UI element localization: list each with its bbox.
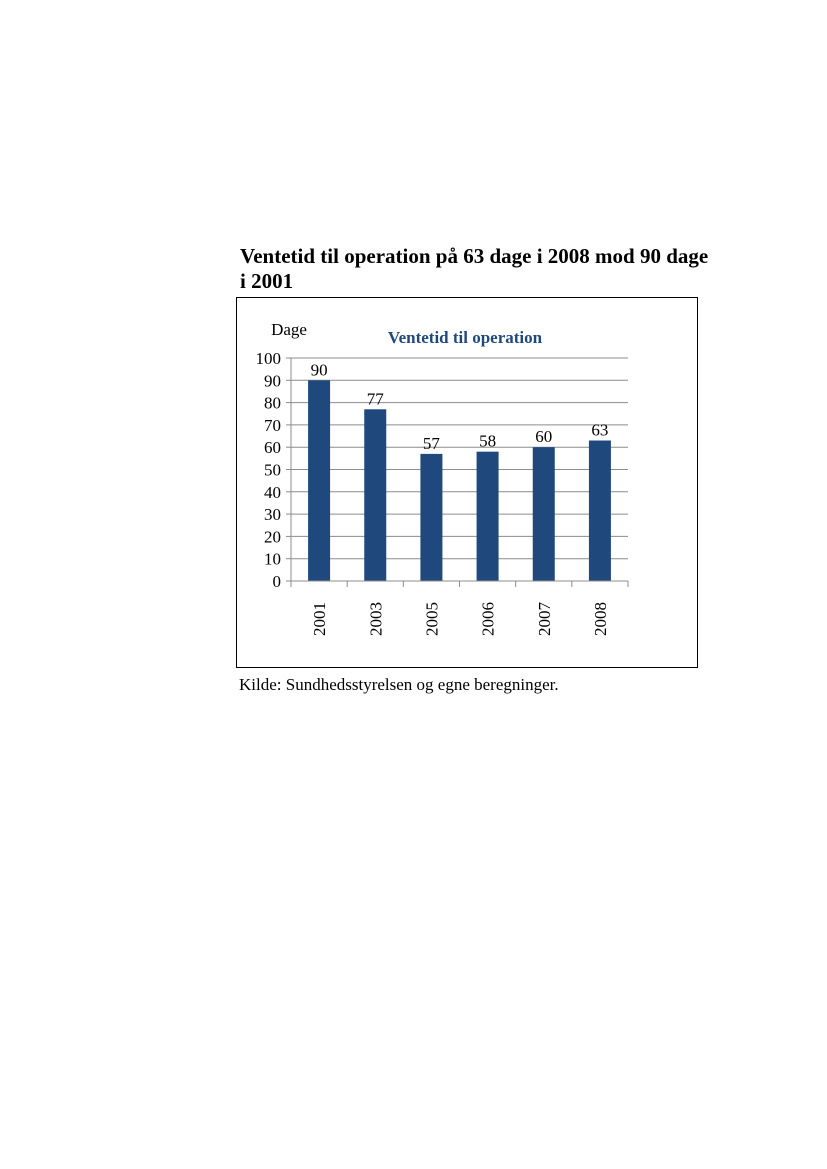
- data-labels: 90 77 57 58 60 63: [311, 360, 609, 453]
- x-tick-label: 2001: [310, 602, 329, 636]
- chart-title: Ventetid til operation: [388, 328, 543, 347]
- source-note: Kilde: Sundhedsstyrelsen og egne beregni…: [239, 675, 559, 694]
- bars: [308, 380, 611, 581]
- bar-2008: [588, 440, 611, 581]
- bar-2007: [532, 447, 555, 581]
- x-axis-ticks: 2001 2003 2005 2006 2007 2008: [290, 581, 629, 637]
- bar-2001: [308, 380, 331, 581]
- y-tick-label: 90: [264, 371, 281, 390]
- y-axis-label: Dage: [271, 320, 307, 339]
- page-heading: Ventetid til operation på 63 dage i 2008…: [240, 244, 709, 293]
- y-tick-label: 80: [264, 394, 281, 413]
- x-tick-label: 2006: [479, 602, 498, 636]
- y-tick-label: 10: [264, 550, 281, 569]
- data-label: 77: [367, 389, 385, 408]
- chart-frame: Ventetid til operation Dage 0 10 20 30 40 50 6…: [236, 297, 698, 668]
- gridlines: [286, 357, 628, 582]
- data-label: 63: [591, 421, 608, 440]
- x-tick-label: 2007: [535, 602, 554, 637]
- bar-2003: [364, 409, 387, 581]
- bar-2005: [420, 453, 443, 581]
- x-tick-label: 2005: [422, 602, 441, 636]
- y-tick-label: 30: [264, 505, 281, 524]
- y-axis-ticks: 0 10 20 30 40 50 60 70 80 90 100: [256, 349, 282, 591]
- data-label: 60: [535, 427, 552, 446]
- y-tick-label: 70: [264, 416, 281, 435]
- y-tick-label: 20: [264, 527, 281, 546]
- data-label: 57: [423, 434, 441, 453]
- y-tick-label: 0: [273, 572, 282, 591]
- y-tick-label: 50: [264, 461, 281, 480]
- y-tick-label: 100: [256, 349, 282, 368]
- x-tick-label: 2003: [366, 602, 385, 636]
- data-label: 90: [311, 360, 328, 379]
- x-tick-label: 2008: [591, 602, 610, 636]
- y-tick-label: 60: [264, 438, 281, 457]
- bar-chart: Ventetid til operation Dage 0 10 20 30 40 50 6…: [256, 320, 629, 637]
- y-tick-label: 40: [264, 483, 281, 502]
- data-label: 58: [479, 432, 496, 451]
- bar-2006: [476, 451, 499, 581]
